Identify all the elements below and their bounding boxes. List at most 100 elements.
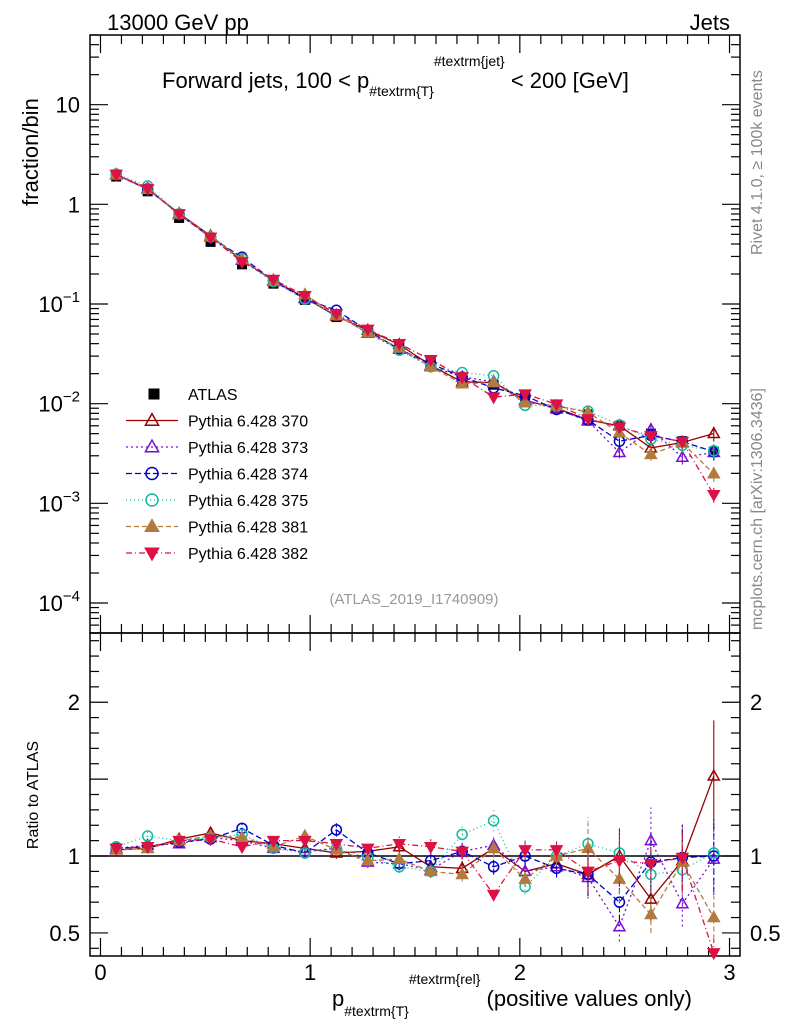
mc-point [298, 290, 312, 304]
legend-label: Pythia 6.428 381 [188, 520, 308, 537]
mc-series-line [115, 173, 714, 453]
mc-point [675, 436, 690, 449]
mc-series-ratio [109, 824, 721, 961]
mc-ratio-point [298, 841, 312, 854]
legend-label: Pythia 6.428 374 [188, 467, 308, 484]
mc-ratio-point [549, 845, 564, 858]
mc-ratio-line [116, 838, 715, 954]
axis-ticks [90, 34, 740, 956]
jets-label: Jets [690, 10, 730, 35]
mc-ratio-point [644, 907, 658, 920]
mc-ratio-point [392, 838, 407, 851]
legend-label: Pythia 6.428 373 [188, 440, 308, 457]
legend-marker [144, 518, 160, 533]
plot-title: Forward jets, 100 < p#textrm{T}#textrm{j… [162, 53, 629, 99]
mc-ratio-point [392, 851, 407, 864]
mc-point [455, 372, 469, 385]
mc-ratio-point [707, 768, 721, 781]
mc-point [644, 447, 658, 460]
mc-ratio-point [299, 847, 311, 859]
mc-ratio-point [235, 842, 249, 855]
mc-series-main [109, 167, 721, 455]
x-axis-label-sub: #textrm{T} [344, 1003, 409, 1019]
mc-point [581, 414, 595, 427]
mc-ratio-point [675, 896, 690, 909]
ratio-tick-label-left: 0.5 [49, 921, 80, 946]
x-axis-label: p#textrm{T}#textrm{rel} (positive values… [332, 971, 692, 1019]
mc-ratio-point [644, 858, 658, 871]
mc-point [708, 445, 720, 457]
mc-ratio-point [612, 919, 627, 932]
x-axis-label-sup: #textrm{rel} [409, 971, 481, 987]
mc-series-line [115, 173, 715, 496]
y-tick-label: 10−2 [38, 389, 80, 417]
mc-ratio-point [518, 871, 532, 884]
mc-ratio-point [423, 842, 438, 855]
mc-point [392, 338, 407, 351]
mc-point [266, 274, 281, 287]
mc-ratio-point [644, 891, 658, 904]
legend-marker [144, 412, 160, 427]
mc-point [612, 422, 627, 435]
mc-series-main [109, 167, 721, 482]
mc-ratio-point [109, 843, 123, 856]
mc-ratio-point [235, 830, 249, 843]
mc-ratio-point [266, 835, 281, 848]
y-tick-exponent: −4 [63, 588, 80, 605]
mc-point [203, 232, 218, 245]
mc-series-line [115, 173, 714, 452]
mc-ratio-point [140, 842, 155, 855]
ratio-panel-frame [89, 632, 741, 957]
mc-point [140, 184, 155, 197]
legend-atlas-label: ATLAS [188, 387, 238, 404]
mc-ratio-point [518, 845, 532, 858]
mc-ratio-point [172, 835, 186, 848]
mc-ratio-point [549, 859, 564, 872]
mc-series-line [115, 174, 715, 475]
y-tick-label: 10−3 [38, 488, 80, 516]
mc-point [707, 489, 721, 502]
main-panel-frame [89, 34, 741, 634]
mc-point [486, 392, 501, 405]
mc-ratio-point [455, 867, 469, 880]
mc-point [518, 389, 532, 402]
y-tick-base: 10 [38, 591, 62, 616]
y-tick-label: 1 [68, 192, 80, 217]
legend-label: Pythia 6.428 375 [188, 493, 308, 510]
mc-ratio-point [581, 866, 595, 879]
mc-point [612, 445, 627, 458]
plot-title-main: Forward jets, 100 < p [162, 68, 369, 93]
analysis-label: (ATLAS_2019_I1740909) [329, 591, 498, 608]
collision-label: 13000 GeV pp [107, 10, 249, 35]
y-tick-label: 10−4 [38, 588, 80, 616]
mc-point [361, 324, 375, 337]
mc-ratio-point [455, 846, 469, 859]
x-tick-label: 3 [723, 960, 735, 985]
mc-point [235, 257, 249, 270]
legend: ATLAS Pythia 6.428 370 Pythia 6.428 373 Pyt… [126, 387, 308, 563]
legend-label: Pythia 6.428 382 [188, 546, 308, 563]
mc-ratio-point [707, 948, 721, 961]
y-tick-label: 10−1 [38, 289, 80, 317]
x-tick-label: 0 [94, 960, 106, 985]
mc-ratio-point [361, 843, 375, 856]
ratio-series-group [109, 720, 721, 961]
y-tick-base: 10 [38, 491, 62, 516]
mc-ratio-point [361, 853, 375, 866]
mc-ratio-point [330, 824, 343, 836]
mc-ratio-point [203, 834, 218, 847]
main-series-group [109, 167, 721, 503]
ratio-tick-label-right: 0.5 [750, 921, 781, 946]
x-axis-label-main: p [332, 986, 344, 1011]
mc-point [675, 449, 690, 463]
mc-series-main [109, 169, 721, 503]
ratio-tick-label-left: 1 [68, 844, 80, 869]
mc-point [707, 466, 721, 479]
mc-ratio-point [613, 896, 626, 908]
y-axis-label: fraction/bin [18, 98, 43, 206]
mc-ratio-point [708, 850, 720, 862]
plot-title-sup: #textrm{jet} [434, 53, 505, 69]
ratio-tick-label-right: 2 [750, 690, 762, 715]
mc-point [549, 399, 564, 412]
